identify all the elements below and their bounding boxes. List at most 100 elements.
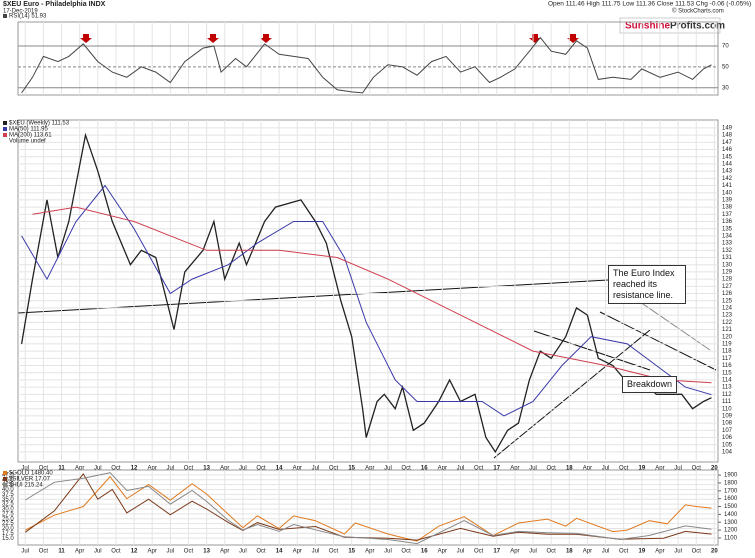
y-tick-label: 112 bbox=[722, 392, 732, 398]
quote: Open 111.46 High 111.75 Low 111.36 Close… bbox=[548, 1, 751, 8]
y-tick-label: 146 bbox=[722, 147, 733, 153]
x-tick-label: Apr bbox=[583, 466, 592, 472]
x-tick-label: Jul bbox=[674, 466, 682, 472]
x-tick-label: Apr bbox=[75, 466, 84, 472]
legend-label: MA(50) 111.95 bbox=[9, 127, 48, 133]
x-tick-label: Jul bbox=[312, 549, 320, 555]
legend-swatch bbox=[3, 483, 7, 487]
y-tick-label: 125 bbox=[722, 298, 733, 304]
x-tick-label: Oct bbox=[111, 466, 121, 472]
y-tick-label: 136 bbox=[722, 219, 733, 225]
x-tick-label: Oct bbox=[39, 466, 49, 472]
x-tick-label: Jul bbox=[239, 466, 247, 472]
x-tick-label: Oct bbox=[619, 466, 629, 472]
y-tick-label: 140 bbox=[722, 190, 733, 196]
x-tick-label: 17 bbox=[493, 549, 500, 555]
legend-swatch bbox=[3, 127, 7, 131]
legend-label: $XEU (Weekly) 111.53 bbox=[9, 121, 70, 127]
x-tick-label: 14 bbox=[276, 466, 283, 472]
y-tick-label: 105 bbox=[722, 442, 733, 448]
x-tick-label: 12 bbox=[131, 466, 138, 472]
x-tick-label: Jul bbox=[94, 549, 102, 555]
y-tick-label: 126 bbox=[722, 291, 733, 297]
x-tick-label: Apr bbox=[293, 466, 302, 472]
y-tick-label: 127 bbox=[722, 284, 733, 290]
y-tick-label: 42.5 bbox=[2, 482, 14, 488]
y-tick-label: 107 bbox=[722, 428, 733, 434]
y-tick-label: 134 bbox=[722, 233, 733, 239]
y-tick-label: 113 bbox=[722, 385, 732, 391]
symbol: $XEU Euro - Philadelphia INDX bbox=[3, 1, 106, 8]
series-line bbox=[32, 206, 712, 384]
x-tick-label: 20 bbox=[711, 549, 718, 555]
x-tick-label: Jul bbox=[384, 466, 392, 472]
x-tick-label: Oct bbox=[619, 549, 629, 555]
x-tick-label: Jul bbox=[529, 466, 537, 472]
x-tick-label: 11 bbox=[58, 466, 65, 472]
x-tick-label: Jul bbox=[312, 466, 320, 472]
y-tick-label: 50 bbox=[722, 64, 729, 70]
resistance-note: The Euro Index reached its resistance li… bbox=[608, 265, 686, 304]
x-tick-label: 11 bbox=[58, 549, 65, 555]
series-line bbox=[25, 475, 712, 542]
series-line bbox=[21, 36, 712, 94]
legend-swatch bbox=[3, 14, 7, 18]
y-tick-label: 109 bbox=[722, 413, 733, 419]
x-tick-label: 12 bbox=[131, 549, 138, 555]
x-tick-label: Jul bbox=[674, 549, 682, 555]
x-tick-label: Jul bbox=[457, 549, 465, 555]
x-tick-label: Oct bbox=[692, 466, 702, 472]
x-tick-label: Oct bbox=[401, 466, 411, 472]
y-tick-label: 108 bbox=[722, 421, 733, 427]
x-tick-label: Jul bbox=[529, 549, 537, 555]
y-tick-label: 30 bbox=[722, 85, 729, 91]
x-tick-label: Apr bbox=[510, 466, 519, 472]
x-tick-label: Apr bbox=[510, 549, 519, 555]
y-tick-label: 131 bbox=[722, 255, 733, 261]
legend-label: MA(200) 113.61 bbox=[9, 133, 52, 139]
legend-swatch bbox=[3, 477, 7, 481]
y2-tick-label: 1100 bbox=[724, 536, 738, 542]
y-tick-label: 70 bbox=[722, 44, 729, 50]
y-tick-label: 120 bbox=[722, 334, 733, 340]
x-tick-label: Apr bbox=[220, 549, 229, 555]
x-tick-label: Oct bbox=[692, 549, 702, 555]
x-tick-label: Jul bbox=[602, 466, 610, 472]
legend-label: Volume undef bbox=[9, 139, 46, 145]
x-tick-label: Oct bbox=[474, 466, 484, 472]
y-tick-label: 20.0 bbox=[2, 526, 14, 532]
x-tick-label: 19 bbox=[638, 549, 645, 555]
legend-swatch bbox=[3, 471, 7, 475]
y-tick-label: 116 bbox=[722, 363, 732, 369]
y-tick-label: 138 bbox=[722, 205, 733, 211]
y-tick-label: 104 bbox=[722, 449, 733, 455]
y-tick-label: 122 bbox=[722, 320, 733, 326]
credit: © StockCharts.com bbox=[672, 8, 724, 15]
x-tick-label: Oct bbox=[184, 549, 194, 555]
y2-tick-label: 1500 bbox=[724, 504, 738, 510]
x-tick-label: Jul bbox=[21, 549, 29, 555]
x-tick-label: Jul bbox=[166, 549, 174, 555]
arrows bbox=[80, 34, 579, 43]
y-tick-label: 124 bbox=[722, 305, 733, 311]
y2-tick-label: 1800 bbox=[724, 481, 738, 487]
x-tick-label: 15 bbox=[348, 466, 355, 472]
x-tick-label: Jul bbox=[602, 549, 610, 555]
y-tick-label: 15.0 bbox=[2, 536, 14, 542]
y-tick-label: 22.5 bbox=[2, 521, 14, 527]
x-tick-label: Oct bbox=[39, 549, 49, 555]
y-tick-label: 111 bbox=[722, 399, 732, 405]
y2-tick-label: 1700 bbox=[724, 488, 738, 494]
y-tick-label: 149 bbox=[722, 125, 733, 131]
y-tick-label: 139 bbox=[722, 197, 733, 203]
x-tick-label: Jul bbox=[239, 549, 247, 555]
x-tick-label: Apr bbox=[438, 466, 447, 472]
y-tick-label: 114 bbox=[722, 377, 732, 383]
y-tick-label: 133 bbox=[722, 241, 733, 247]
y-tick-label: 35.0 bbox=[2, 497, 14, 503]
y-tick-label: 37.5 bbox=[2, 492, 14, 498]
legend-label: $GOLD 1480.40 bbox=[9, 471, 53, 477]
logo-brand: Sunshine bbox=[625, 21, 670, 32]
y-tick-label: 128 bbox=[722, 277, 733, 283]
